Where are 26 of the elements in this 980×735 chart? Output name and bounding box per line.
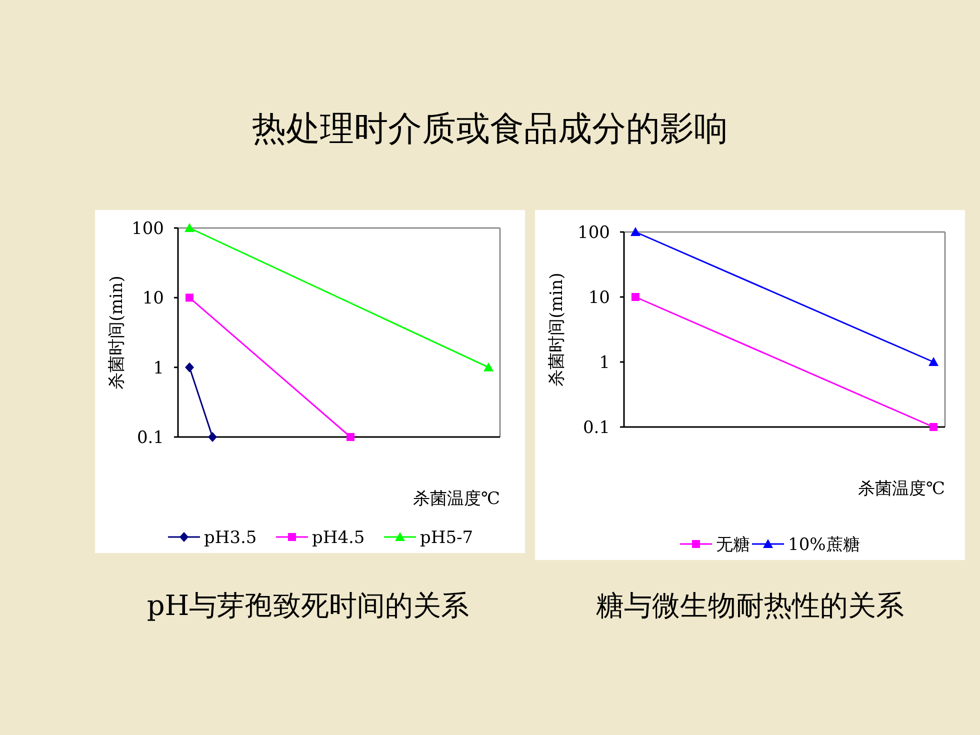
text: 糖与微生物耐热性的关系 [596, 589, 904, 622]
point [631, 293, 640, 301]
legend-label: 无糖 [716, 535, 750, 555]
y-tick-label: 10 [588, 288, 610, 308]
y-tick-label: 10 [142, 288, 164, 309]
x-axis-title: 杀菌温度℃ [858, 479, 945, 499]
y-axis-title: 杀菌时间(min) [547, 272, 567, 386]
legend-label: 10%蔗糖 [788, 535, 860, 555]
legend-label: pH3.5 [204, 528, 257, 548]
y-tick-label: 0.1 [582, 418, 610, 438]
point [930, 423, 938, 431]
point [186, 294, 194, 302]
point [185, 362, 194, 372]
legend-label: pH4.5 [312, 528, 365, 548]
text: 热处理时介质或食品成分的影响 [252, 109, 728, 149]
point [346, 433, 354, 441]
y-axis-title: 杀菌时间(min) [107, 276, 127, 390]
point [208, 432, 217, 442]
y-tick-label: 1 [599, 353, 610, 373]
y-tick-label: 1 [153, 358, 164, 378]
y-tick-label: 0.1 [136, 428, 164, 448]
legend-label: pH5-7 [420, 528, 474, 548]
x-axis-title: 杀菌温度℃ [412, 489, 500, 509]
y-tick-label: 100 [578, 223, 610, 243]
y-tick-label: 100 [132, 219, 164, 239]
text: pH与芽孢致死时间的关系 [146, 589, 470, 622]
